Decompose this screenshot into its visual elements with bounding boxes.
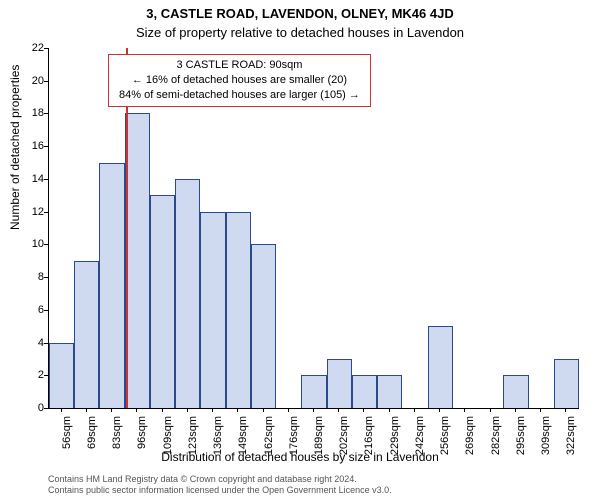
y-tick-mark <box>44 343 48 344</box>
x-tick-mark <box>237 408 238 412</box>
y-tick-label: 6 <box>24 304 44 316</box>
footer-line-1: Contains HM Land Registry data © Crown c… <box>48 474 392 485</box>
x-tick-mark <box>490 408 491 412</box>
bar <box>251 244 276 408</box>
bar <box>99 163 124 408</box>
x-axis-label: Distribution of detached houses by size … <box>0 450 600 464</box>
y-tick-label: 14 <box>24 173 44 185</box>
chart-area: 3 CASTLE ROAD: 90sqm ← 16% of detached h… <box>48 48 578 408</box>
x-tick-mark <box>414 408 415 412</box>
x-tick-mark <box>86 408 87 412</box>
x-tick-mark <box>338 408 339 412</box>
y-tick-mark <box>44 81 48 82</box>
y-tick-mark <box>44 277 48 278</box>
info-line-3: 84% of semi-detached houses are larger (… <box>119 88 360 103</box>
x-tick-mark <box>212 408 213 412</box>
bar <box>554 359 579 408</box>
y-axis-label: Number of detached properties <box>8 65 22 230</box>
y-tick-label: 0 <box>24 402 44 414</box>
footer-attribution: Contains HM Land Registry data © Crown c… <box>48 474 392 497</box>
x-tick-mark <box>313 408 314 412</box>
footer-line-2: Contains public sector information licen… <box>48 485 392 496</box>
x-tick-mark <box>288 408 289 412</box>
bar <box>352 375 377 408</box>
x-tick-mark <box>565 408 566 412</box>
x-tick-mark <box>363 408 364 412</box>
y-tick-label: 22 <box>24 42 44 54</box>
x-tick-mark <box>439 408 440 412</box>
x-tick-mark <box>540 408 541 412</box>
y-tick-mark <box>44 48 48 49</box>
y-tick-mark <box>44 113 48 114</box>
y-tick-mark <box>44 375 48 376</box>
bar <box>301 375 326 408</box>
info-line-2: ← 16% of detached houses are smaller (20… <box>119 73 360 88</box>
bar <box>125 113 150 408</box>
x-tick-mark <box>515 408 516 412</box>
y-tick-label: 10 <box>24 238 44 250</box>
bar <box>200 212 225 408</box>
y-tick-mark <box>44 212 48 213</box>
y-tick-mark <box>44 310 48 311</box>
y-tick-label: 20 <box>24 75 44 87</box>
x-tick-mark <box>61 408 62 412</box>
x-tick-mark <box>263 408 264 412</box>
bar <box>428 326 453 408</box>
y-tick-label: 12 <box>24 206 44 218</box>
bar <box>175 179 200 408</box>
bar <box>150 195 175 408</box>
page-title: 3, CASTLE ROAD, LAVENDON, OLNEY, MK46 4J… <box>0 0 600 21</box>
x-tick-mark <box>187 408 188 412</box>
x-tick-mark <box>389 408 390 412</box>
bar <box>503 375 528 408</box>
info-box: 3 CASTLE ROAD: 90sqm ← 16% of detached h… <box>108 54 371 107</box>
bar <box>74 261 99 408</box>
y-tick-label: 2 <box>24 369 44 381</box>
y-tick-mark <box>44 179 48 180</box>
x-tick-mark <box>111 408 112 412</box>
bar <box>226 212 251 408</box>
y-tick-label: 8 <box>24 271 44 283</box>
subtitle: Size of property relative to detached ho… <box>0 21 600 40</box>
bar <box>327 359 352 408</box>
x-tick-mark <box>136 408 137 412</box>
bar <box>377 375 402 408</box>
y-tick-mark <box>44 408 48 409</box>
info-line-1: 3 CASTLE ROAD: 90sqm <box>119 58 360 73</box>
x-tick-mark <box>162 408 163 412</box>
y-tick-label: 4 <box>24 337 44 349</box>
y-tick-mark <box>44 244 48 245</box>
y-tick-label: 18 <box>24 107 44 119</box>
bar <box>49 343 74 408</box>
x-tick-mark <box>464 408 465 412</box>
y-tick-label: 16 <box>24 140 44 152</box>
y-tick-mark <box>44 146 48 147</box>
